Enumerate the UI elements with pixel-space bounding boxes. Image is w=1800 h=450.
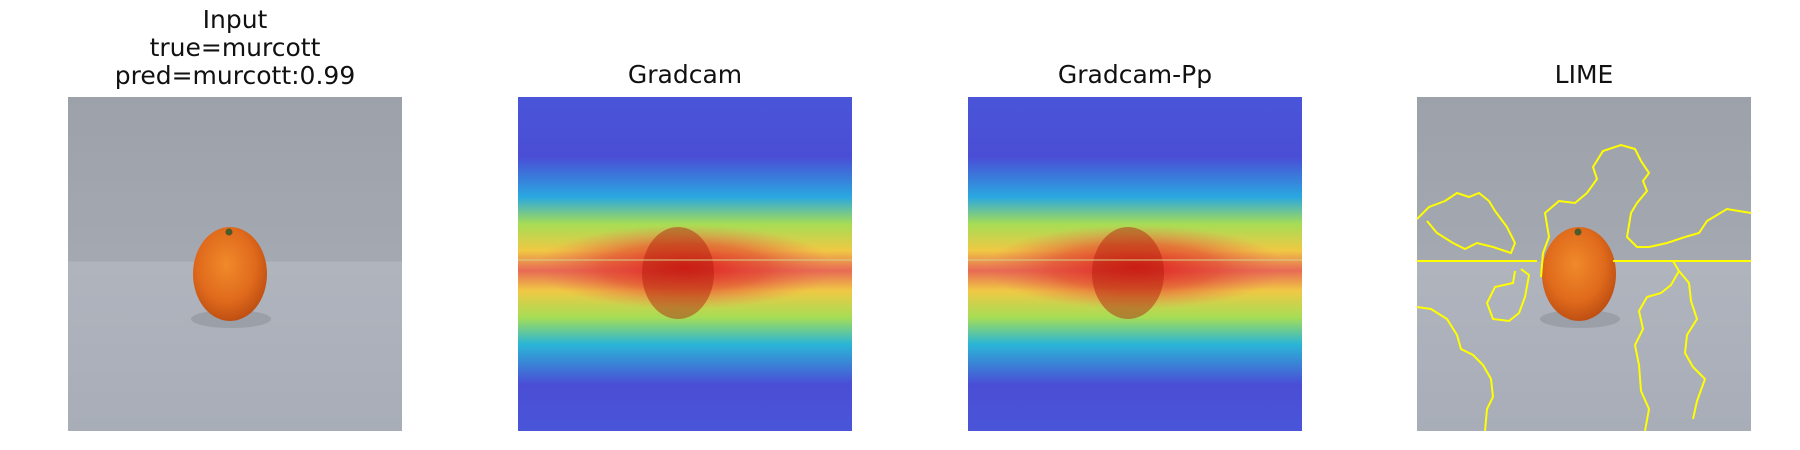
gradcam-title: Gradcam <box>627 60 743 89</box>
input-title-line-1: Input <box>202 5 268 34</box>
input-panel: Input true=murcott pred=murcott:0.99 <box>68 0 402 450</box>
input-image <box>68 97 402 431</box>
gradcam-image <box>518 97 852 431</box>
input-title: Input true=murcott pred=murcott:0.99 <box>68 6 402 90</box>
gradcam-pp-title: Gradcam-Pp <box>1057 60 1213 89</box>
fruit <box>1092 227 1164 319</box>
lime-image <box>1417 97 1751 431</box>
input-title-line-3: pred=murcott:0.99 <box>114 61 356 90</box>
lime-title: LIME <box>1554 60 1614 89</box>
lime-segment-boundaries <box>1417 143 1751 431</box>
input-title-line-2: true=murcott <box>149 33 321 62</box>
gradcam-pp-image <box>968 97 1302 431</box>
fruit <box>642 227 714 319</box>
fruit-stem <box>225 228 233 236</box>
lime-panel: LIME <box>1417 0 1751 450</box>
gradcam-pp-panel: Gradcam-Pp <box>968 0 1302 450</box>
gradcam-panel: Gradcam <box>518 0 852 450</box>
fruit <box>1542 227 1616 321</box>
fruit <box>193 227 267 321</box>
